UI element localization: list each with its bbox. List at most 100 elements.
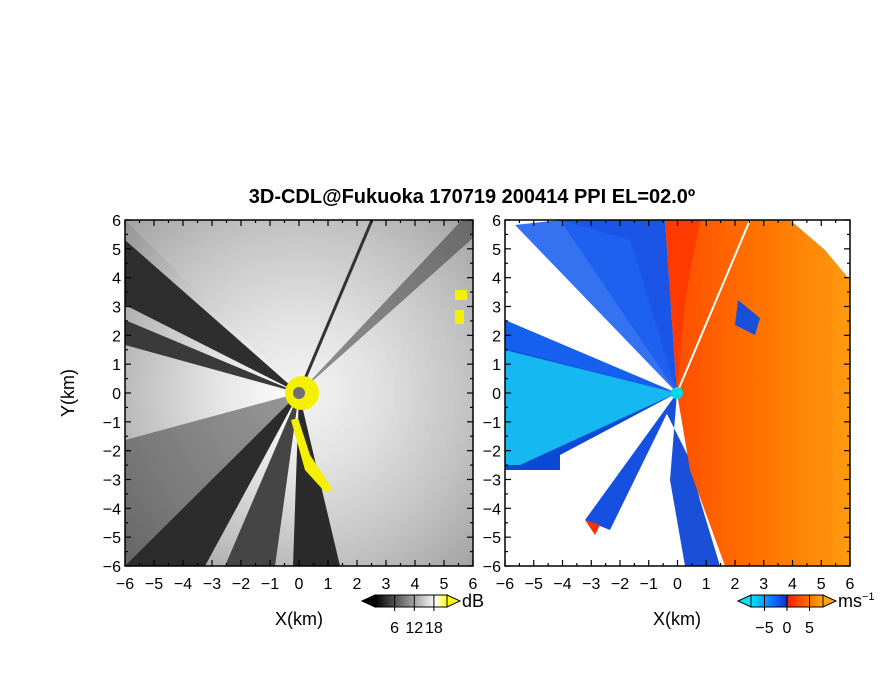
x-tick-label: 1 (324, 576, 333, 593)
intensity-colorbar-bar (374, 594, 448, 608)
x-tick-label: −6 (116, 576, 134, 593)
right-x-axis-title: X(km) (653, 609, 701, 629)
left-x-axis-title: X(km) (275, 609, 323, 629)
y-tick-label: −2 (483, 444, 501, 461)
x-tick-label: −4 (174, 576, 192, 593)
colorbar-tick-label: 6 (390, 620, 399, 637)
x-tick-label: 6 (469, 576, 478, 593)
blue-sector-s (665, 393, 720, 566)
y-tick-label: −6 (483, 559, 501, 576)
orange-sector-e (665, 220, 850, 566)
x-tick-label: 4 (411, 576, 420, 593)
x-tick-label: −1 (640, 576, 658, 593)
y-tick-label: −1 (103, 415, 121, 432)
x-tick-label: 6 (846, 576, 855, 593)
x-tick-label: −3 (582, 576, 600, 593)
axis-ticks (124, 219, 851, 567)
x-tick-label: 2 (353, 576, 362, 593)
x-tick-label: 1 (702, 576, 711, 593)
left-panel (125, 220, 473, 566)
colorbar-left-arrow (360, 594, 376, 608)
dark-sector-sw (125, 393, 299, 566)
no-data-corner-ne (790, 220, 850, 280)
x-tick-label: −5 (145, 576, 163, 593)
chart-title: 3D-CDL@Fukuoka 170719 200414 PPI EL=02.0… (248, 186, 696, 208)
dark-sector-ssw (225, 393, 299, 566)
right-panel (505, 220, 850, 566)
x-tick-label: −2 (232, 576, 250, 593)
velocity-colorbar-ticks: −5 0 5 (755, 595, 814, 637)
y-tick-label: 5 (492, 242, 501, 259)
colorbar-tick-label: −5 (755, 620, 773, 637)
y-tick-label: −3 (483, 473, 501, 490)
x-tick-label: −2 (611, 576, 629, 593)
y-tick-label: 3 (112, 300, 121, 317)
velocity-colorbar: −5 0 5 ms−1 (736, 591, 875, 637)
y-tick-label: 4 (492, 271, 501, 288)
x-tick-label: 0 (295, 576, 304, 593)
y-tick-label: 5 (112, 242, 121, 259)
y-tick-label: −4 (483, 501, 501, 518)
x-tick-label: −1 (261, 576, 279, 593)
blue-sector-nw (515, 220, 677, 393)
intensity-colorbar-ticks: 6 12 18 (390, 595, 443, 637)
colorbar-tick-label: 0 (783, 620, 792, 637)
x-tick-label: 3 (759, 576, 768, 593)
y-tick-label: −6 (103, 559, 121, 576)
blue-patch-ne (735, 300, 760, 335)
y-tick-label: −5 (483, 530, 501, 547)
y-tick-label: 0 (492, 386, 501, 403)
red-echo-sw (585, 520, 600, 535)
y-tick-label: 2 (112, 328, 121, 345)
y-tick-label: 2 (492, 328, 501, 345)
y-tick-label: −1 (483, 415, 501, 432)
x-tick-label: 0 (673, 576, 682, 593)
blue-beam-sw (585, 393, 677, 530)
y-tick-label: 6 (112, 213, 121, 230)
y-tick-label: 0 (112, 386, 121, 403)
colorbar-tick-label: 5 (805, 620, 814, 637)
colorbar-tick-label: 12 (405, 620, 423, 637)
radar-site-right (671, 387, 683, 399)
y-tick-label: 1 (112, 357, 121, 374)
beam-blockage-line (297, 220, 374, 394)
yellow-echo-s (291, 418, 333, 492)
y-tick-label: −4 (103, 501, 121, 518)
x-tick-label: 5 (440, 576, 449, 593)
y-tick-label: 6 (492, 213, 501, 230)
dim-corner-ne (299, 220, 473, 393)
x-tick-label: 3 (382, 576, 391, 593)
x-tick-label: −6 (496, 576, 514, 593)
yellow-echo-e1 (455, 290, 467, 300)
radar-site-left (293, 387, 305, 399)
x-tick-label: 2 (731, 576, 740, 593)
x-tick-label: 4 (788, 576, 797, 593)
y-tick-label: −3 (103, 473, 121, 490)
intensity-colorbar-unit: dB (462, 591, 484, 611)
colorbar-right-arrow (446, 594, 462, 608)
red-edge-n (665, 220, 700, 393)
y-tick-label: 1 (492, 357, 501, 374)
x-tick-label: −4 (553, 576, 571, 593)
dark-sector-wnw (125, 320, 299, 393)
x-tick-label: −3 (203, 576, 221, 593)
intensity-colorbar: 6 12 18 dB (360, 591, 484, 637)
tick-labels: −6 −5 −4 −3 −2 −1 0 1 2 3 4 5 66543210−1−2−3−4−5−6−6… (103, 213, 855, 593)
y-tick-label: −5 (103, 530, 121, 547)
velocity-colorbar-unit: ms−1 (838, 591, 875, 611)
colorbar-tick-label: 18 (425, 620, 443, 637)
y-axis-title: Y(km) (58, 369, 78, 417)
x-tick-label: 5 (817, 576, 826, 593)
gap-line (676, 220, 751, 394)
dark-sector-nw (125, 240, 299, 393)
y-tick-label: −2 (103, 444, 121, 461)
velocity-colorbar-right-arrow (822, 594, 838, 608)
y-tick-label: 3 (492, 300, 501, 317)
y-tick-label: 4 (112, 271, 121, 288)
yellow-echo-e2 (455, 310, 464, 324)
blue-sector-w (505, 320, 677, 393)
x-tick-label: −5 (525, 576, 543, 593)
velocity-colorbar-left-arrow (736, 594, 752, 608)
cyan-sector-w (505, 350, 677, 465)
